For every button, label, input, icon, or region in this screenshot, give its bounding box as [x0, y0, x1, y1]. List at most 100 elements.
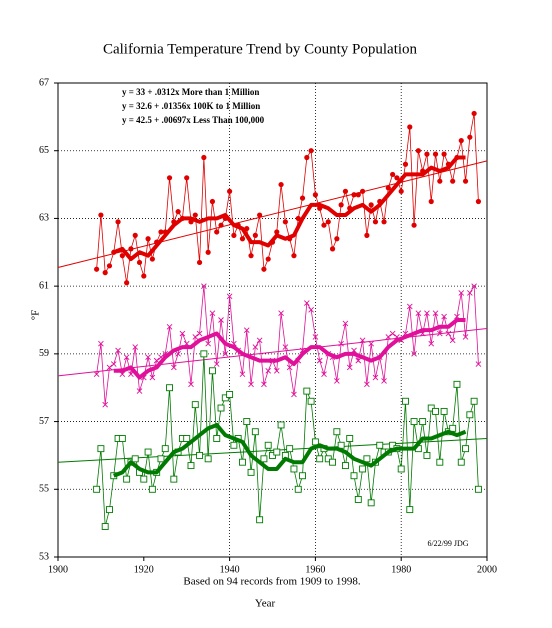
data-point: [256, 337, 263, 344]
data-point: [264, 441, 272, 449]
smoothed-line: [113, 318, 466, 380]
data-point: [188, 381, 194, 388]
data-point: [226, 391, 234, 398]
data-point: [333, 428, 341, 436]
data-point: [325, 219, 331, 225]
data-point: [131, 455, 139, 463]
data-point: [119, 253, 125, 259]
data-point: [424, 151, 430, 157]
data-point: [415, 310, 422, 317]
data-point: [102, 270, 108, 276]
data-point: [257, 212, 263, 218]
data-point: [329, 246, 336, 252]
data-point: [304, 154, 310, 161]
data-point: [93, 485, 101, 493]
data-point: [282, 219, 288, 225]
data-point: [115, 219, 121, 225]
data-point: [462, 334, 469, 340]
data-point: [462, 445, 469, 453]
data-point: [218, 222, 224, 228]
data-point: [213, 435, 221, 442]
data-point: [252, 344, 259, 350]
data-point: [231, 232, 237, 238]
data-point: [213, 361, 220, 367]
data-point: [191, 401, 199, 409]
data-point: [458, 290, 465, 296]
y-tick-label: 65: [39, 145, 49, 156]
data-point: [196, 451, 204, 459]
x-tick-label: 1940: [220, 564, 240, 575]
data-point: [98, 212, 104, 218]
data-point: [243, 418, 251, 426]
data-point: [106, 506, 113, 514]
data-point: [291, 253, 297, 259]
legend-label: y = 32.6 + .01356x 100K to 1 Million: [122, 101, 260, 111]
data-point: [372, 219, 379, 225]
y-tick-label: 59: [39, 348, 49, 359]
y-tick-label: 55: [39, 484, 49, 495]
data-point: [252, 232, 258, 238]
data-point: [132, 344, 139, 350]
data-point: [381, 378, 387, 384]
chart-title: California Temperature Trend by County P…: [103, 41, 418, 57]
data-point: [128, 246, 134, 252]
data-point: [128, 371, 134, 377]
data-point: [372, 374, 379, 381]
data-point: [101, 523, 109, 530]
data-point: [145, 236, 151, 242]
data-point: [239, 371, 246, 377]
data-point: [175, 351, 181, 357]
legend-label: y = 42.5 + .00697x Less Than 100,000: [122, 115, 265, 125]
data-point: [102, 401, 109, 408]
data-point: [321, 222, 327, 228]
data-point: [432, 151, 439, 157]
data-point: [158, 229, 164, 235]
data-point: [453, 380, 461, 388]
data-point: [261, 381, 267, 388]
data-point: [184, 175, 190, 181]
data-point: [329, 458, 337, 466]
data-point: [209, 198, 216, 205]
data-point: [149, 256, 155, 262]
data-point: [265, 367, 272, 374]
x-axis-label: Year: [255, 598, 276, 610]
data-point: [376, 441, 384, 449]
trend-line: [57, 438, 488, 463]
data-point: [368, 202, 374, 208]
data-point: [187, 462, 195, 470]
data-point: [307, 397, 315, 405]
data-point: [209, 310, 216, 317]
data-point: [389, 330, 396, 337]
data-point: [278, 181, 284, 188]
data-point: [248, 381, 254, 388]
data-point: [402, 397, 409, 405]
data-point: [98, 340, 104, 347]
data-point: [230, 441, 238, 449]
data-point: [166, 175, 173, 181]
data-point: [299, 472, 306, 480]
data-point: [385, 185, 391, 191]
data-point: [359, 188, 366, 194]
data-point: [334, 236, 340, 242]
data-point: [299, 195, 306, 201]
y-axis-label: °F: [30, 310, 42, 321]
data-point: [338, 340, 344, 347]
data-point: [428, 198, 434, 205]
data-point: [474, 485, 482, 493]
data-point: [274, 229, 280, 235]
data-point: [411, 351, 417, 357]
data-point: [397, 465, 405, 473]
data-point: [286, 445, 294, 453]
data-point: [367, 499, 375, 507]
data-point: [458, 137, 464, 144]
data-point: [166, 384, 173, 392]
data-point: [428, 340, 435, 347]
data-point: [256, 516, 264, 524]
data-point: [471, 283, 477, 289]
data-point: [342, 188, 349, 194]
data-point: [273, 367, 280, 374]
data-point: [355, 357, 362, 364]
data-point: [106, 263, 113, 269]
data-point: [436, 330, 443, 337]
